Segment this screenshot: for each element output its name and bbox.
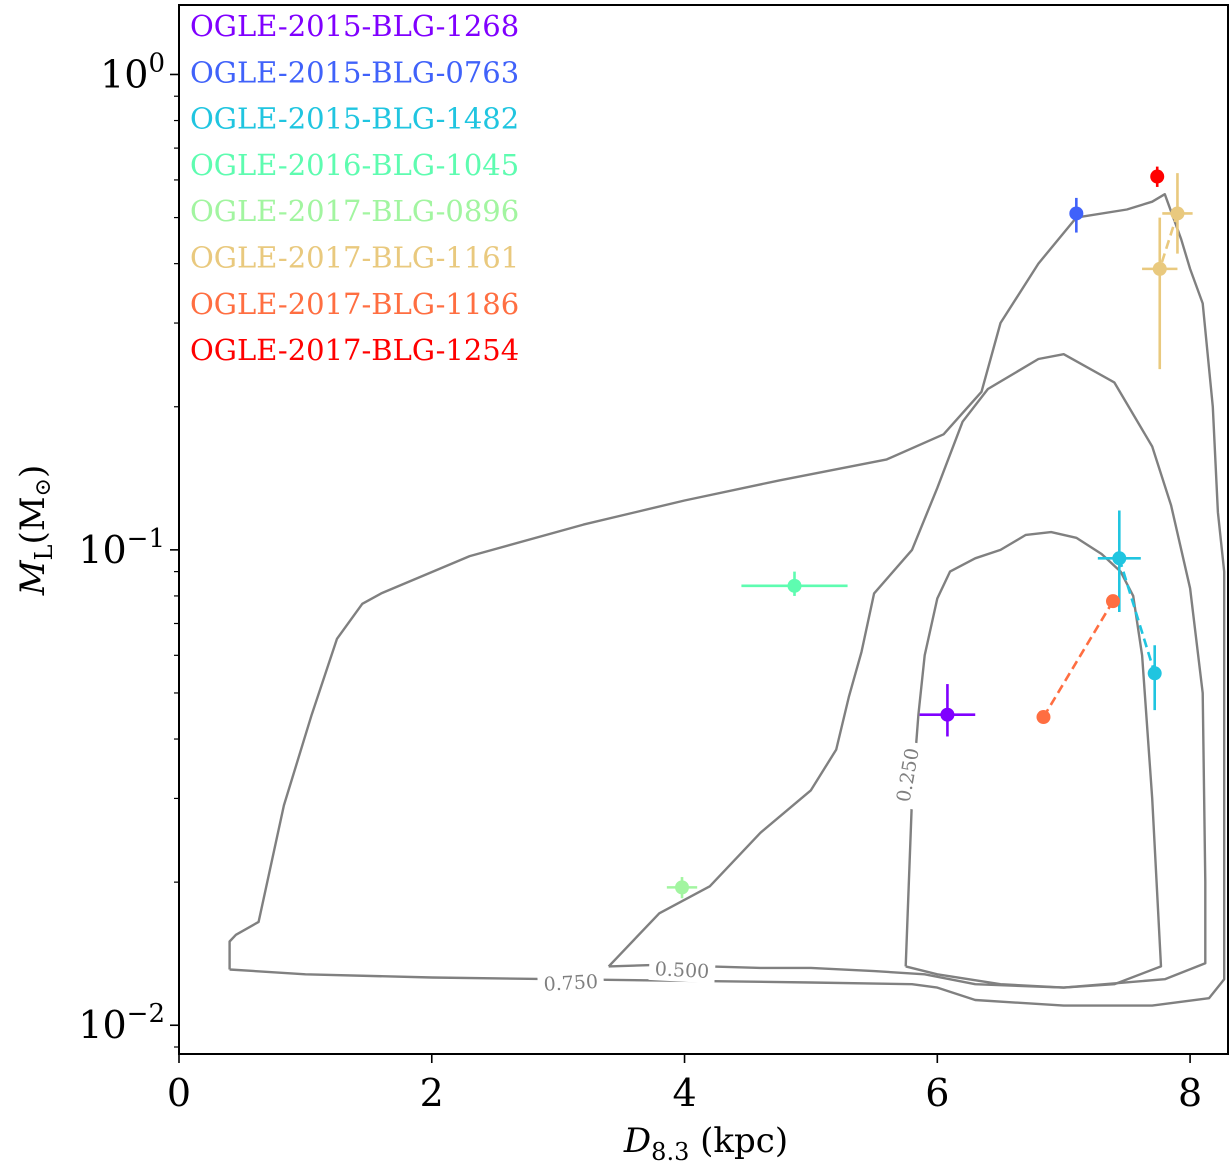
y-axis-ticks: 100 10−1 10−2: [78, 48, 179, 1048]
data-point: [1152, 261, 1167, 276]
y-tick-label: 10−1: [78, 524, 165, 572]
x-tick-label: 8: [1178, 1071, 1202, 1115]
connector-line: [1042, 600, 1115, 718]
legend-entry: OGLE-2017-BLG-1254: [190, 333, 519, 367]
data-point-group: [666, 166, 1193, 899]
data-point: [1150, 169, 1165, 184]
legend-entry: OGLE-2017-BLG-1186: [190, 287, 519, 321]
y-axis-label-main: M: [13, 559, 53, 596]
contour-label-wrapper: 0.500: [648, 955, 716, 984]
contour-label: 0.750: [543, 971, 598, 996]
x-tick-label: 6: [925, 1071, 949, 1115]
x-axis-ticks: 0 2 4 6 8: [167, 1054, 1202, 1115]
y-tick-label: 100: [100, 48, 165, 96]
x-tick-label: 2: [420, 1071, 444, 1115]
data-point: [1036, 710, 1051, 725]
x-tick-label: 4: [672, 1071, 696, 1115]
data-point: [1147, 666, 1162, 681]
y-axis-label-subscript: L: [30, 544, 58, 560]
legend-entry: OGLE-2015-BLG-0763: [190, 55, 519, 89]
sun-symbol-icon: ⊙: [31, 478, 56, 496]
x-axis-label-subscript: 8.3: [651, 1138, 689, 1165]
y-axis-label-unit-close: ): [13, 465, 53, 478]
legend-entry: OGLE-2017-BLG-1161: [190, 241, 519, 275]
data-point: [1112, 551, 1127, 566]
contour-line: [607, 353, 1207, 989]
legend-entry: OGLE-2017-BLG-0896: [190, 194, 519, 228]
contour-label-wrapper: 0.750: [537, 968, 605, 997]
contour-group: [228, 193, 1226, 1007]
y-axis-label-unit-open: (M: [13, 496, 53, 544]
y-axis-label: ML(M⊙): [13, 465, 58, 597]
data-point: [940, 707, 955, 722]
legend: OGLE-2015-BLG-1268 OGLE-2015-BLG-0763 OGLE…: [190, 9, 519, 367]
legend-entry: OGLE-2015-BLG-1482: [190, 102, 519, 136]
contour-label-gap: [889, 740, 925, 810]
connector-line: [1118, 557, 1156, 674]
plot-frame: [178, 4, 1229, 1055]
contour-label-gap: [648, 955, 716, 984]
data-point: [1170, 206, 1185, 221]
connector-line: [1158, 213, 1179, 270]
x-axis-label-unit: (kpc): [689, 1121, 788, 1161]
contour-label-group: 0.750 0.500 0.250: [537, 740, 925, 997]
connector-line-group: [1042, 213, 1179, 718]
contour-line: [228, 193, 1226, 1007]
data-point: [1105, 594, 1120, 609]
legend-entry: OGLE-2016-BLG-1045: [190, 148, 519, 182]
data-point: [1069, 206, 1084, 221]
contour-label-gap: [537, 968, 605, 997]
y-tick-label: 10−2: [78, 999, 165, 1047]
data-point: [675, 880, 690, 895]
legend-entry: OGLE-2015-BLG-1268: [190, 9, 519, 43]
contour-line: [904, 530, 1163, 989]
contour-label-wrapper: 0.250: [889, 740, 925, 810]
x-tick-label: 0: [167, 1071, 191, 1115]
data-point: [787, 578, 802, 593]
contour-label: 0.500: [654, 958, 709, 983]
x-axis-label-main: D: [623, 1121, 651, 1161]
x-axis-label: D8.3 (kpc): [623, 1121, 788, 1165]
